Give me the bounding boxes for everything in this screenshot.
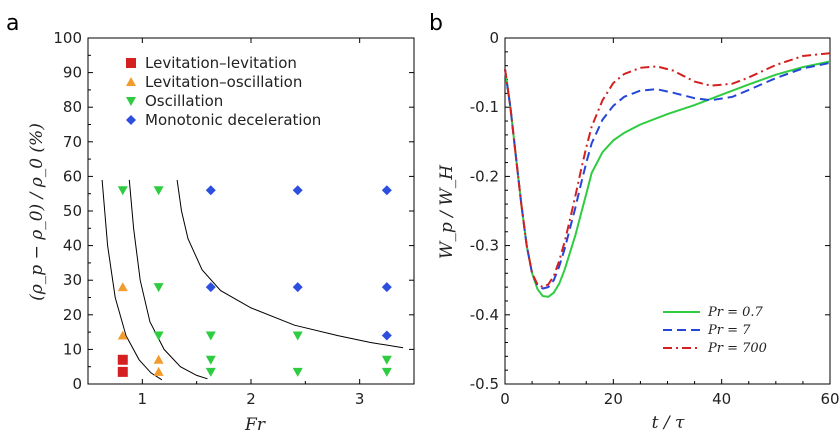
panel-a-y-tick-label: 0 [72,375,82,393]
panel-b-y-tick-label: -0.5 [470,375,499,393]
panel-a-data-point [381,367,392,377]
panel-b-series-line [504,52,831,289]
panel-b-x-axis-title: t / τ [652,413,685,433]
panel-a-y-tick-label: 40 [63,237,82,255]
panel-a-legend-label: Levitation–oscillation [145,73,302,91]
panel-b-y-axis-title: W_p / W_H [437,164,457,259]
panel-a-boundary-curve [176,179,404,349]
panel-a-data-point [292,331,303,341]
panel-a-legend-label: Levitation–levitation [145,54,297,72]
panel-a-chart: 0 10 20 30 40 50 60 70 80 90 100 1 2 3 Levitation–levi… [53,29,415,408]
panel-a-x-tick-label: 1 [138,390,148,408]
panel-a-letter: a [6,11,19,36]
panel-a-y-tick-label: 30 [63,271,82,289]
panel-a-y-tick-label: 70 [63,133,82,151]
panel-b-y-tick-label: -0.3 [470,237,499,255]
panel-a-data-point [153,354,164,364]
panel-a-data-point [292,185,303,196]
panel-a-y-tick-label: 60 [63,167,82,185]
panel-a-data-point [381,355,392,365]
panel-b-series-line [504,60,831,298]
panel-a-data-point [292,282,303,293]
panel-a-x-tick-label: 3 [355,390,365,408]
panel-a-data-point [153,186,164,196]
panel-a-legend-marker [126,97,136,106]
panel-b-letter: b [429,11,443,36]
panel-a-y-axis-title: (ρ_p − ρ_0) / ρ_0 (%) [27,123,47,301]
panel-a-data-point [117,282,128,292]
panel-a-y-tick-label: 10 [63,340,82,358]
panel-b-x-tick-label: 60 [820,390,839,408]
panel-a-legend-marker [126,58,136,68]
panel-b-frame [504,37,831,385]
panel-a-y-tick-label: 20 [63,306,82,324]
panel-a-boundary-curve [128,179,208,380]
panel-a-data-point [381,185,392,196]
panel-a-legend-label: Monotonic deceleration [145,111,321,129]
panel-a-data-point [153,331,164,341]
panel-b-chart: -0.5 -0.4 -0.3 -0.2 -0.1 0 0 20 40 60 Pr = 0.7 Pr =… [470,29,840,408]
panel-a-y-tick-label: 50 [63,202,82,220]
panel-b-legend-label: Pr = 700 [707,341,767,356]
panel-a-data-point [117,186,128,196]
panel-a-y-tick-label: 100 [53,29,82,47]
panel-a-boundary-curve [101,179,163,381]
panel-a-data-point [205,282,216,293]
panel-a-data-point [117,366,128,377]
panel-a-y-tick-label: 80 [63,98,82,116]
panel-a-data-point [381,330,392,341]
panel-a-data-point [381,282,392,293]
panel-a-data-point [205,367,216,377]
panel-b-x-tick-label: 40 [712,390,731,408]
panel-a-x-axis-title: Fr [244,415,266,435]
panel-b-y-tick-label: -0.1 [470,98,499,116]
panel-a-legend-marker [126,77,136,86]
panel-a-data-point [153,283,164,293]
panel-a-legend-marker [126,115,136,125]
panel-b-y-tick-label: 0 [489,29,499,47]
panel-b-x-tick-label: 20 [604,390,623,408]
panel-b-y-tick-label: -0.2 [470,167,499,185]
panel-b-x-tick-label: 0 [500,390,510,408]
panel-a-data-point [205,355,216,365]
panel-a-data-point [117,354,128,365]
panel-b-legend-label: Pr = 0.7 [707,305,764,320]
panel-a-x-tick-label: 2 [246,390,256,408]
panel-a-data-point [153,366,164,376]
panel-a-data-point [292,367,303,377]
panel-a-data-point [205,331,216,341]
panel-b-legend-label: Pr = 7 [707,323,751,338]
panel-a-data-point [117,330,128,340]
panel-b-y-tick-label: -0.4 [470,306,499,324]
panel-b-series-line [504,61,831,290]
panel-a-data-point [205,185,216,196]
panel-a-y-tick-label: 90 [63,64,82,82]
panel-a-legend-label: Oscillation [145,92,223,110]
